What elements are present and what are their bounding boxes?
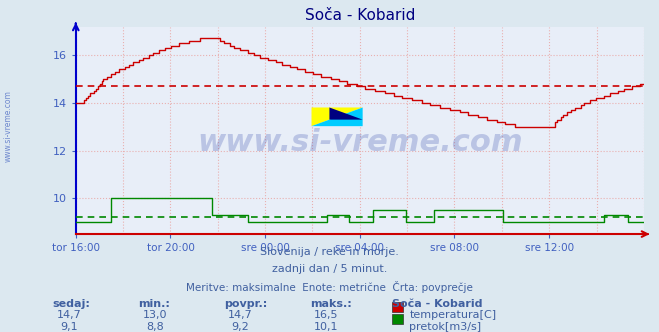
Text: pretok[m3/s]: pretok[m3/s] — [409, 322, 481, 332]
Polygon shape — [312, 108, 362, 126]
Text: Slovenija / reke in morje.: Slovenija / reke in morje. — [260, 247, 399, 257]
Text: sedaj:: sedaj: — [53, 299, 90, 309]
Text: 9,1: 9,1 — [61, 322, 78, 332]
Text: Meritve: maksimalne  Enote: metrične  Črta: povprečje: Meritve: maksimalne Enote: metrične Črta… — [186, 281, 473, 292]
Text: 8,8: 8,8 — [146, 322, 163, 332]
Text: maks.:: maks.: — [310, 299, 351, 309]
Text: povpr.:: povpr.: — [224, 299, 268, 309]
Polygon shape — [330, 108, 362, 120]
Text: www.si-vreme.com: www.si-vreme.com — [4, 90, 13, 162]
Text: 10,1: 10,1 — [314, 322, 339, 332]
Text: min.:: min.: — [138, 299, 170, 309]
Text: 13,0: 13,0 — [142, 310, 167, 320]
Text: www.si-vreme.com: www.si-vreme.com — [197, 128, 523, 157]
Polygon shape — [312, 108, 362, 126]
Text: 9,2: 9,2 — [232, 322, 249, 332]
Text: 14,7: 14,7 — [57, 310, 82, 320]
Text: zadnji dan / 5 minut.: zadnji dan / 5 minut. — [272, 264, 387, 274]
Text: Soča - Kobarid: Soča - Kobarid — [392, 299, 482, 309]
Text: 14,7: 14,7 — [228, 310, 253, 320]
Text: temperatura[C]: temperatura[C] — [409, 310, 496, 320]
Text: 16,5: 16,5 — [314, 310, 339, 320]
Title: Soča - Kobarid: Soča - Kobarid — [304, 8, 415, 23]
